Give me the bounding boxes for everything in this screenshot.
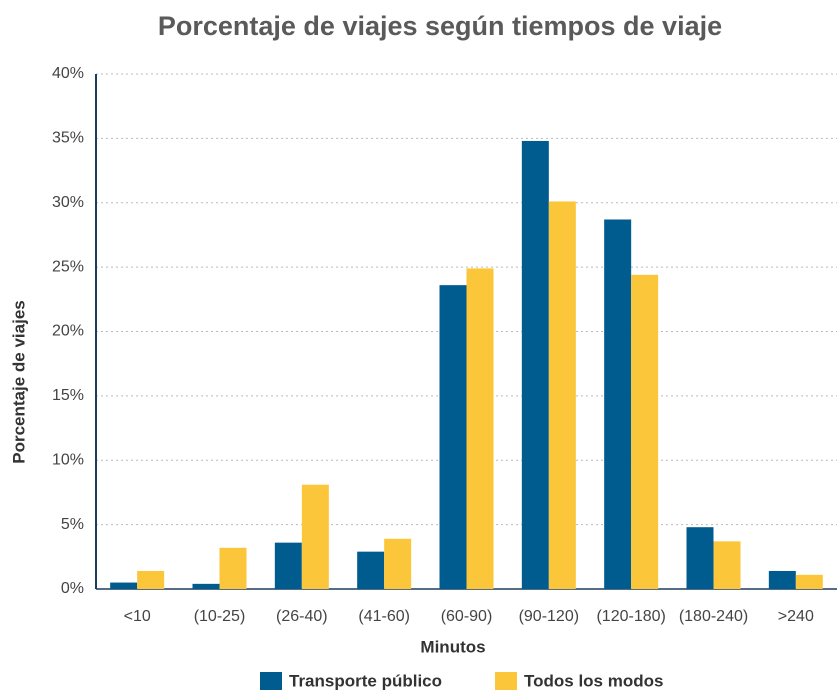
y-tick-label: 30% <box>52 194 84 211</box>
bar <box>439 285 467 589</box>
y-tick-label: 40% <box>52 65 84 82</box>
x-tick-label: >240 <box>778 608 814 625</box>
legend-swatch <box>260 672 282 690</box>
bar <box>521 140 549 589</box>
x-tick-label: (10-25) <box>194 608 246 625</box>
bar <box>795 574 823 589</box>
bar <box>137 570 165 589</box>
bar <box>384 538 412 589</box>
chart-title: Porcentaje de viajes según tiempos de vi… <box>158 11 722 41</box>
bar <box>219 547 247 589</box>
y-tick-label: 15% <box>52 387 84 404</box>
bar <box>686 527 714 589</box>
bar <box>631 274 659 589</box>
bar <box>466 268 494 589</box>
x-axis-label: Minutos <box>420 637 485 656</box>
y-tick-label: 5% <box>61 516 84 533</box>
y-axis-label: Porcentaje de viajes <box>9 300 28 463</box>
x-tick-label: (120-180) <box>596 608 665 625</box>
bar <box>548 201 576 589</box>
legend-label: Todos los modos <box>524 671 663 690</box>
x-tick-label: (26-40) <box>276 608 328 625</box>
bar <box>110 582 138 589</box>
y-tick-label: 20% <box>52 323 84 340</box>
bar <box>604 219 632 590</box>
x-tick-label: (90-120) <box>519 608 579 625</box>
bar <box>274 542 302 589</box>
x-tick-label: (180-240) <box>679 608 748 625</box>
bar <box>713 541 741 589</box>
y-tick-label: 0% <box>61 580 84 597</box>
bar <box>192 583 220 589</box>
y-tick-label: 35% <box>52 130 84 147</box>
bar <box>768 570 796 589</box>
x-tick-label: <10 <box>124 608 151 625</box>
legend-label: Transporte público <box>289 671 442 690</box>
x-tick-label: (60-90) <box>441 608 493 625</box>
x-tick-label: (41-60) <box>358 608 410 625</box>
bar <box>301 484 329 589</box>
bar <box>357 551 385 589</box>
y-tick-label: 10% <box>52 451 84 468</box>
y-tick-label: 25% <box>52 258 84 275</box>
legend-swatch <box>495 672 517 690</box>
